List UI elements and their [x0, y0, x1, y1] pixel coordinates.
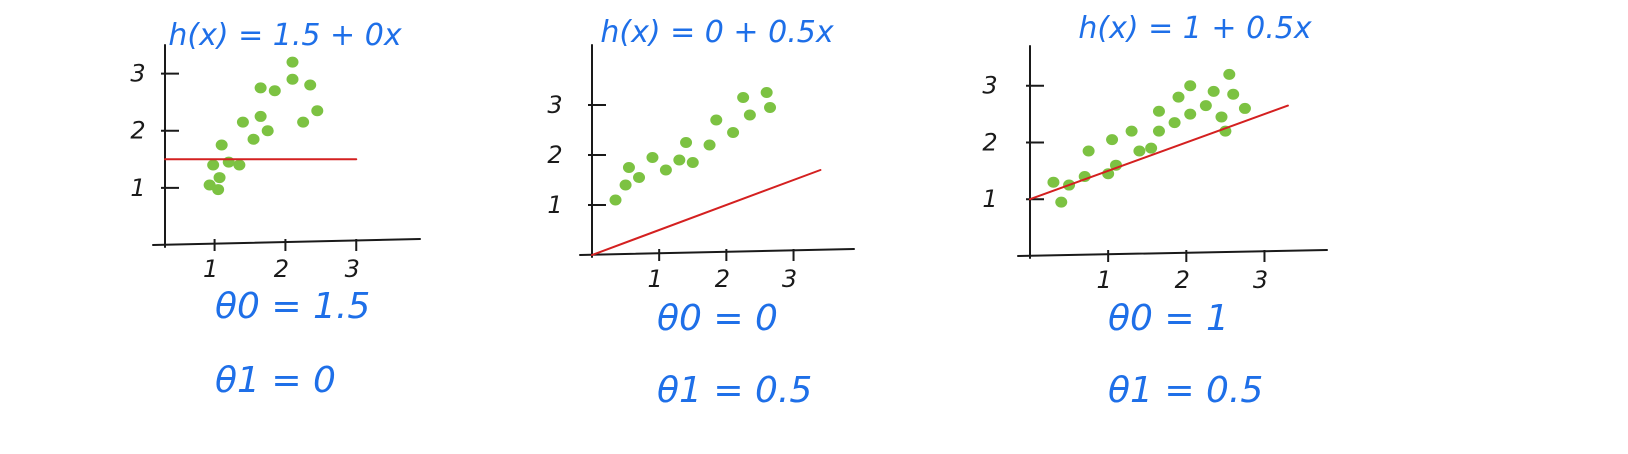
panel-1: h(x) = 1.5 + 0x 1 2 3 1 2 3 θ0 = 1.5 θ1 = 0: [130, 18, 421, 401]
theta1-label: θ1 = 0.5: [657, 370, 812, 411]
data-point: [254, 110, 267, 122]
data-point: [737, 92, 750, 103]
data-point: [1199, 100, 1212, 112]
data-point: [1152, 125, 1165, 137]
data-point: [1207, 85, 1220, 97]
y-tick-label: 2: [547, 141, 562, 169]
data-point: [213, 172, 226, 184]
x-tick-label: 1: [648, 265, 663, 293]
data-point: [1168, 117, 1181, 129]
y-tick-label: 1: [547, 191, 562, 219]
data-point: [673, 154, 686, 166]
data-point: [743, 109, 756, 121]
data-point: [1215, 111, 1228, 123]
hypothesis-line: [591, 169, 822, 256]
data-point: [304, 79, 317, 91]
y-tick-label: 3: [547, 91, 562, 119]
data-point: [1223, 68, 1236, 80]
data-point: [633, 172, 646, 183]
data-point: [286, 73, 299, 85]
data-point: [1184, 108, 1197, 120]
data-point: [1227, 88, 1240, 100]
x-tick-label: 2: [274, 255, 289, 283]
theta1-label: θ1 = 0.5: [1108, 370, 1263, 411]
y-tick-label: 1: [982, 185, 997, 213]
theta0-label: θ0 = 1: [1108, 298, 1229, 339]
data-point: [609, 194, 622, 206]
data-point: [268, 85, 281, 97]
data-point: [727, 127, 740, 138]
data-point: [710, 114, 723, 126]
data-point: [233, 159, 246, 171]
formula-title: h(x) = 1 + 0.5x: [1078, 11, 1311, 46]
data-point: [622, 162, 635, 173]
data-point: [207, 159, 220, 171]
data-point: [236, 116, 249, 128]
data-point: [764, 102, 777, 113]
panel-3: h(x) = 1 + 0.5x 1 2 3 1 2 3 θ0 = 1 θ1 = 0.5: [982, 11, 1328, 411]
data-point: [1152, 105, 1165, 117]
data-point: [1125, 125, 1138, 137]
data-point: [1184, 80, 1197, 92]
theta0-label: θ0 = 0: [657, 298, 778, 339]
data-point: [1238, 102, 1251, 114]
theta0-label: θ0 = 1.5: [215, 286, 370, 327]
data-point: [247, 133, 260, 145]
x-tick-label: 3: [782, 265, 797, 293]
data-point: [215, 139, 228, 151]
x-axis: [1017, 249, 1328, 257]
data-point: [1145, 142, 1158, 154]
data-point: [686, 157, 699, 168]
y-tick-label: 1: [130, 174, 145, 202]
data-point: [297, 116, 310, 128]
data-point: [286, 56, 299, 68]
y-tick-label: 3: [130, 60, 145, 88]
data-point: [311, 105, 324, 117]
x-tick-label: 3: [345, 255, 360, 283]
data-point: [619, 179, 632, 191]
x-tick-label: 2: [1175, 266, 1190, 294]
x-axis: [152, 238, 421, 246]
x-axis: [579, 248, 855, 256]
data-point: [659, 164, 672, 176]
data-point: [760, 87, 773, 98]
x-tick-label: 2: [715, 265, 730, 293]
y-tick-label: 2: [130, 117, 145, 145]
x-tick-label: 1: [1097, 266, 1112, 294]
data-point: [1055, 196, 1068, 208]
data-point: [1047, 176, 1060, 188]
data-point: [680, 137, 693, 148]
data-point: [646, 152, 659, 163]
y-tick-label: 2: [982, 128, 997, 156]
formula-title: h(x) = 0 + 0.5x: [600, 15, 833, 50]
x-tick-label: 3: [1253, 266, 1268, 294]
data-point: [1172, 91, 1185, 103]
data-point: [1082, 145, 1095, 157]
data-point: [254, 82, 267, 94]
hypothesis-line: [1029, 104, 1289, 201]
data-point: [261, 125, 274, 137]
theta1-label: θ1 = 0: [215, 360, 336, 401]
data-point: [703, 139, 716, 151]
data-point: [1133, 145, 1146, 157]
x-tick-label: 1: [203, 255, 218, 283]
y-tick-label: 3: [982, 72, 997, 100]
data-point: [212, 184, 225, 196]
formula-title: h(x) = 1.5 + 0x: [168, 18, 401, 53]
data-point: [1106, 134, 1119, 146]
